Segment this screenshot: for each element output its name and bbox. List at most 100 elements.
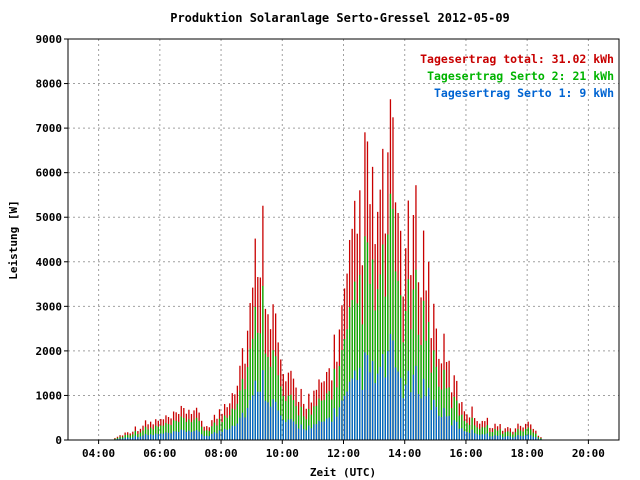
bar-serto2 bbox=[415, 269, 417, 440]
bar-serto2 bbox=[448, 387, 450, 440]
bar-serto1 bbox=[522, 436, 524, 440]
bar-serto2 bbox=[532, 432, 534, 440]
bar-serto1 bbox=[364, 352, 366, 440]
bar-serto2 bbox=[433, 350, 435, 440]
bar-serto1 bbox=[486, 433, 489, 440]
bar-serto1 bbox=[282, 419, 284, 440]
bar-serto1 bbox=[341, 400, 343, 440]
bar-serto2 bbox=[509, 432, 511, 440]
bar-serto2 bbox=[218, 418, 221, 440]
bar-serto2 bbox=[116, 437, 119, 440]
bar-serto1 bbox=[422, 378, 425, 440]
bar-serto1 bbox=[514, 436, 517, 440]
bar-serto2 bbox=[524, 429, 527, 440]
bar-serto1 bbox=[412, 374, 415, 440]
bar-serto1 bbox=[139, 436, 142, 440]
bar-serto2 bbox=[208, 431, 210, 440]
bar-serto1 bbox=[351, 378, 353, 440]
y-tick-label: 1000 bbox=[36, 389, 63, 402]
bar-serto1 bbox=[157, 434, 159, 440]
bar-serto2 bbox=[438, 386, 440, 440]
bar-serto2 bbox=[124, 434, 126, 440]
bar-serto1 bbox=[466, 432, 468, 440]
bar-serto1 bbox=[246, 407, 249, 440]
bar-serto2 bbox=[535, 433, 537, 440]
bar-serto2 bbox=[310, 414, 313, 440]
bar-serto2 bbox=[239, 390, 241, 440]
bar-serto2 bbox=[150, 427, 152, 440]
bar-serto2 bbox=[264, 353, 267, 440]
bar-serto2 bbox=[502, 433, 504, 440]
bar-serto2 bbox=[412, 289, 415, 440]
bar-serto1 bbox=[402, 398, 404, 440]
bar-serto1 bbox=[354, 370, 356, 440]
bar-serto2 bbox=[435, 366, 437, 440]
bar-serto2 bbox=[267, 356, 269, 440]
bar-serto2 bbox=[226, 417, 228, 440]
bar-serto2 bbox=[206, 430, 208, 440]
bar-serto1 bbox=[435, 406, 437, 440]
bar-serto2 bbox=[193, 419, 195, 440]
bar-serto1 bbox=[305, 430, 307, 440]
bar-serto2 bbox=[252, 338, 254, 440]
bar-serto1 bbox=[185, 431, 188, 440]
bar-serto2 bbox=[530, 429, 532, 440]
bar-serto1 bbox=[178, 432, 180, 440]
bar-serto1 bbox=[272, 399, 274, 440]
bar-serto2 bbox=[137, 434, 139, 440]
bar-serto1 bbox=[399, 377, 402, 440]
bar-serto2 bbox=[277, 375, 279, 440]
bar-serto2 bbox=[458, 415, 460, 440]
bar-serto2 bbox=[430, 372, 432, 440]
bar-serto1 bbox=[127, 437, 129, 440]
bar-serto2 bbox=[326, 393, 328, 440]
bar-serto1 bbox=[211, 433, 213, 440]
bar-serto1 bbox=[165, 432, 167, 440]
bar-serto1 bbox=[507, 436, 509, 440]
bar-serto2 bbox=[351, 300, 353, 440]
bar-serto2 bbox=[157, 426, 159, 440]
bar-serto1 bbox=[180, 429, 182, 440]
bar-serto2 bbox=[152, 429, 154, 440]
bar-serto2 bbox=[320, 400, 323, 440]
bar-serto1 bbox=[206, 435, 208, 440]
bar-serto2 bbox=[119, 436, 121, 440]
bar-serto1 bbox=[203, 436, 205, 440]
bar-serto1 bbox=[456, 421, 458, 440]
bar-serto1 bbox=[229, 428, 231, 440]
bar-serto2 bbox=[114, 438, 116, 440]
bar-serto2 bbox=[364, 236, 366, 440]
chart-title: Produktion Solaranlage Serto-Gressel 201… bbox=[170, 11, 510, 25]
bar-serto2 bbox=[175, 420, 177, 440]
bar-serto1 bbox=[134, 435, 136, 440]
x-tick-label: 12:00 bbox=[327, 447, 360, 460]
bar-serto2 bbox=[308, 409, 310, 440]
bar-serto2 bbox=[282, 396, 284, 440]
bar-serto1 bbox=[313, 424, 315, 440]
bar-serto1 bbox=[254, 380, 256, 440]
bar-serto1 bbox=[231, 425, 233, 440]
y-tick-label: 5000 bbox=[36, 211, 63, 224]
y-tick-label: 4000 bbox=[36, 256, 63, 269]
bar-serto1 bbox=[468, 433, 471, 440]
x-tick-label: 18:00 bbox=[511, 447, 544, 460]
bar-serto1 bbox=[453, 420, 455, 440]
bar-serto2 bbox=[259, 333, 261, 440]
legend-entry: Tagesertrag Serto 2: 21 kWh bbox=[427, 69, 614, 83]
bar-serto1 bbox=[438, 415, 440, 440]
bar-serto2 bbox=[389, 193, 392, 440]
bar-serto1 bbox=[160, 433, 162, 440]
bar-serto1 bbox=[430, 409, 432, 440]
bar-serto1 bbox=[188, 430, 190, 440]
bar-serto1 bbox=[280, 415, 282, 440]
bar-serto1 bbox=[287, 419, 290, 440]
bar-serto2 bbox=[402, 342, 404, 440]
bar-serto1 bbox=[371, 361, 374, 440]
bar-serto2 bbox=[540, 438, 542, 440]
bar-serto2 bbox=[142, 430, 144, 440]
legend-entry: Tagesertrag total: 31.02 kWh bbox=[420, 52, 614, 66]
bar-serto1 bbox=[359, 367, 361, 440]
bar-serto2 bbox=[180, 416, 182, 440]
bar-serto2 bbox=[229, 415, 231, 440]
bar-serto1 bbox=[405, 384, 407, 440]
